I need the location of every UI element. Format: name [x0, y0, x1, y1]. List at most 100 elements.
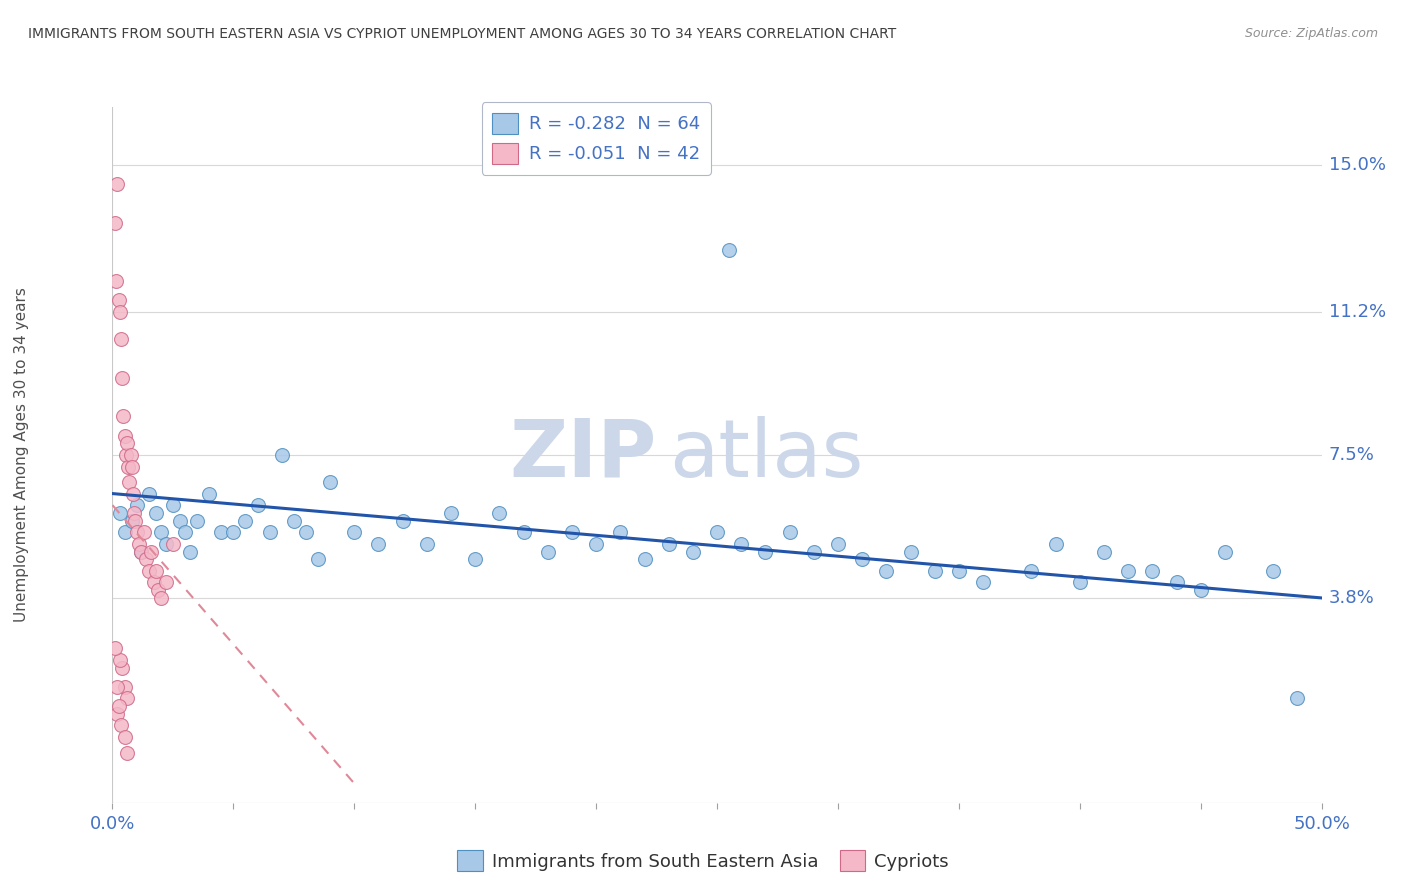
- Point: [155, 575, 177, 590]
- Point: [135, 552, 157, 566]
- Point: [1286, 691, 1309, 706]
- Point: [1189, 583, 1212, 598]
- Text: IMMIGRANTS FROM SOUTH EASTERN ASIA VS CYPRIOT UNEMPLOYMENT AMONG AGES 30 TO 34 Y: IMMIGRANTS FROM SOUTH EASTERN ASIA VS CY…: [28, 27, 897, 41]
- Point: [142, 575, 165, 590]
- Point: [174, 525, 197, 540]
- Point: [145, 564, 167, 578]
- Point: [115, 691, 138, 706]
- Point: [259, 525, 281, 540]
- Point: [1166, 575, 1188, 590]
- Point: [851, 552, 873, 566]
- Point: [148, 583, 170, 598]
- Point: [512, 525, 534, 540]
- Point: [179, 544, 201, 558]
- Point: [149, 591, 172, 605]
- Legend: Immigrants from South Eastern Asia, Cypriots: Immigrants from South Eastern Asia, Cypr…: [450, 843, 956, 879]
- Point: [141, 544, 163, 558]
- Point: [754, 544, 776, 558]
- Point: [1045, 537, 1067, 551]
- Point: [283, 514, 305, 528]
- Point: [108, 506, 131, 520]
- Point: [110, 718, 132, 732]
- Point: [464, 552, 486, 566]
- Point: [125, 498, 148, 512]
- Point: [117, 459, 139, 474]
- Point: [307, 552, 329, 566]
- Point: [115, 436, 138, 450]
- Point: [209, 525, 232, 540]
- Point: [1069, 575, 1091, 590]
- Text: atlas: atlas: [669, 416, 863, 494]
- Point: [155, 537, 177, 551]
- Point: [105, 178, 128, 192]
- Point: [1092, 544, 1115, 558]
- Text: 15.0%: 15.0%: [1329, 156, 1386, 174]
- Point: [107, 293, 129, 308]
- Point: [122, 506, 145, 520]
- Point: [319, 475, 342, 489]
- Text: 7.5%: 7.5%: [1329, 446, 1375, 464]
- Point: [108, 305, 131, 319]
- Point: [138, 564, 160, 578]
- Point: [112, 409, 135, 424]
- Point: [114, 428, 136, 442]
- Point: [246, 498, 269, 512]
- Point: [122, 486, 145, 500]
- Point: [561, 525, 583, 540]
- Point: [718, 243, 741, 257]
- Text: 3.8%: 3.8%: [1329, 589, 1375, 607]
- Point: [416, 537, 439, 551]
- Point: [114, 680, 136, 694]
- Point: [128, 537, 150, 551]
- Point: [1142, 564, 1164, 578]
- Point: [145, 506, 167, 520]
- Point: [295, 525, 318, 540]
- Legend: R = -0.282  N = 64, R = -0.051  N = 42: R = -0.282 N = 64, R = -0.051 N = 42: [482, 103, 710, 175]
- Point: [111, 660, 134, 674]
- Point: [104, 641, 127, 656]
- Point: [169, 514, 191, 528]
- Point: [162, 498, 184, 512]
- Point: [114, 730, 136, 744]
- Point: [1263, 564, 1285, 578]
- Point: [391, 514, 413, 528]
- Point: [107, 699, 129, 714]
- Point: [114, 448, 136, 462]
- Point: [270, 448, 292, 462]
- Point: [114, 525, 136, 540]
- Point: [537, 544, 560, 558]
- Point: [121, 459, 143, 474]
- Point: [132, 525, 155, 540]
- Point: [827, 537, 849, 551]
- Point: [125, 525, 148, 540]
- Point: [924, 564, 946, 578]
- Point: [488, 506, 510, 520]
- Point: [124, 514, 146, 528]
- Point: [779, 525, 801, 540]
- Point: [105, 706, 128, 721]
- Point: [235, 514, 257, 528]
- Point: [1021, 564, 1043, 578]
- Point: [367, 537, 389, 551]
- Point: [162, 537, 184, 551]
- Text: Unemployment Among Ages 30 to 34 years: Unemployment Among Ages 30 to 34 years: [14, 287, 28, 623]
- Point: [1213, 544, 1236, 558]
- Text: Source: ZipAtlas.com: Source: ZipAtlas.com: [1244, 27, 1378, 40]
- Point: [706, 525, 728, 540]
- Point: [104, 216, 127, 230]
- Point: [682, 544, 704, 558]
- Point: [131, 544, 153, 558]
- Point: [186, 514, 208, 528]
- Point: [803, 544, 825, 558]
- Point: [633, 552, 655, 566]
- Point: [875, 564, 897, 578]
- Point: [1116, 564, 1139, 578]
- Point: [108, 653, 131, 667]
- Point: [900, 544, 922, 558]
- Point: [110, 332, 132, 346]
- Point: [440, 506, 463, 520]
- Point: [972, 575, 994, 590]
- Point: [343, 525, 366, 540]
- Point: [118, 475, 141, 489]
- Point: [121, 514, 143, 528]
